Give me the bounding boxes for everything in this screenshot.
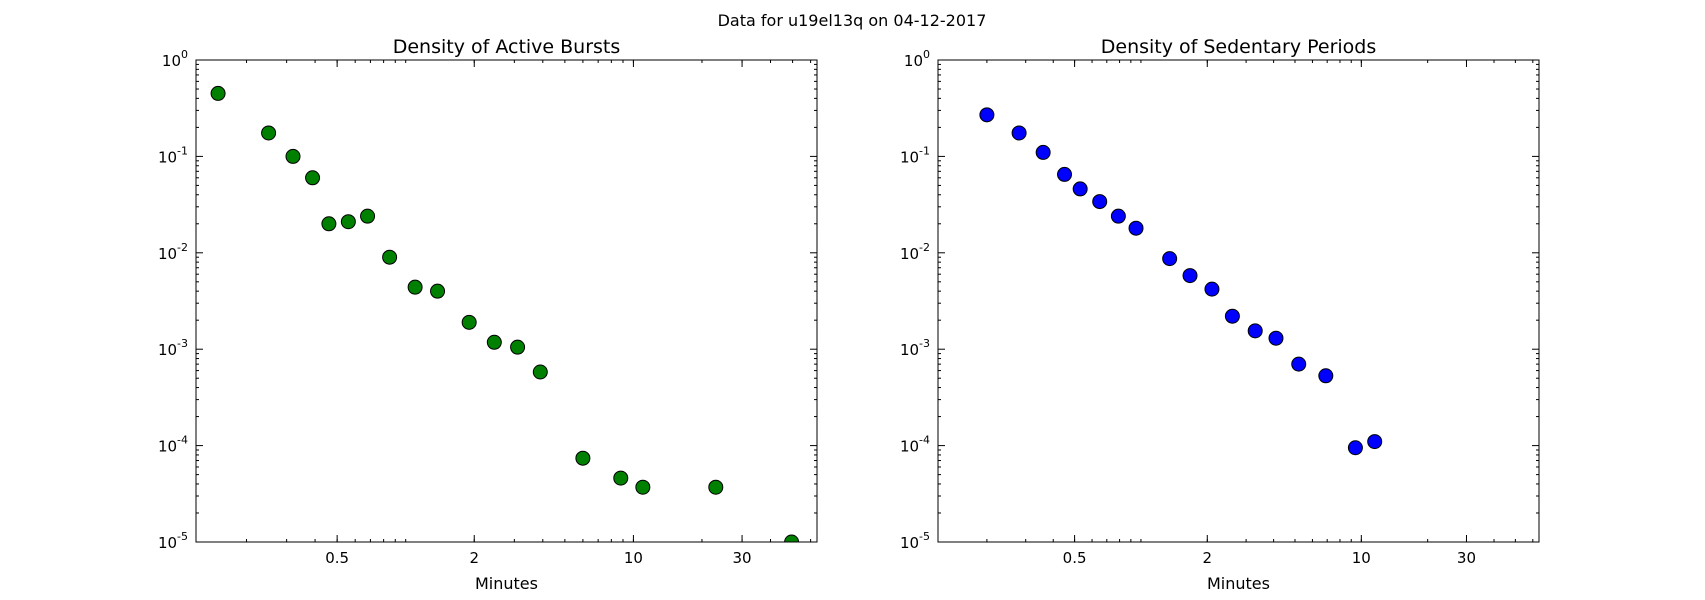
active-point (321, 216, 337, 232)
sedentary-point (1224, 308, 1240, 324)
active-point (613, 470, 629, 486)
sedentary-ytick-label: 10-4 (900, 434, 930, 456)
active-ytick-label: 10-2 (158, 241, 188, 263)
sedentary-point (1247, 323, 1263, 339)
figure-title: Data for u19el13q on 04-12-2017 (718, 11, 987, 30)
active-point (510, 339, 526, 355)
active-bursts-panel: Density of Active Bursts 0.5 2 10 30 100 10-1 1… (158, 36, 818, 593)
sedentary-ytick-label: 10-2 (900, 241, 930, 263)
active-point (360, 208, 376, 224)
sedentary-ytick-label: 10-1 (900, 144, 930, 166)
sedentary-ytick-label: 10-5 (900, 530, 930, 552)
active-point (407, 279, 423, 295)
active-point (635, 479, 651, 495)
active-point (461, 314, 477, 330)
active-point (708, 479, 724, 495)
active-ytick-label: 10-4 (158, 434, 188, 456)
active-xlabel: Minutes (475, 574, 538, 593)
active-point (305, 170, 321, 186)
sedentary-point (1057, 166, 1073, 182)
sedentary-xtick-label: 10 (1352, 549, 1371, 567)
sedentary-point (1162, 251, 1178, 267)
sedentary-point (1318, 368, 1334, 384)
active-point (532, 364, 548, 380)
sedentary-point (1035, 144, 1051, 160)
active-point (575, 450, 591, 466)
sedentary-point (1347, 440, 1363, 456)
sedentary-point (1011, 125, 1027, 141)
active-points (210, 85, 800, 542)
active-axes-frame (195, 59, 818, 543)
active-xtick-label: 30 (733, 549, 752, 567)
sedentary-title: Density of Sedentary Periods (1101, 36, 1377, 58)
active-ytick-label: 10-3 (158, 337, 188, 359)
sedentary-axes-frame (937, 59, 1540, 543)
active-xtick-label: 2 (469, 549, 479, 567)
sedentary-ytick-label: 100 (904, 48, 930, 70)
active-point (382, 249, 398, 265)
active-ytick-label: 10-5 (158, 530, 188, 552)
active-ytick-label: 100 (162, 48, 188, 70)
sedentary-ytick-label: 10-3 (900, 337, 930, 359)
active-xtick-label: 0.5 (325, 549, 349, 567)
sedentary-point (1182, 268, 1198, 284)
active-point (285, 148, 301, 164)
active-minor-ticks (246, 60, 812, 542)
sedentary-point (1268, 330, 1284, 346)
sedentary-points (979, 107, 1383, 456)
sedentary-periods-panel: Density of Sedentary Periods 0.5 2 10 30 100 1… (900, 36, 1540, 593)
active-point (340, 214, 356, 230)
sedentary-point (1092, 194, 1108, 210)
sedentary-point (1367, 434, 1383, 450)
sedentary-xtick-label: 2 (1203, 549, 1213, 567)
active-point (210, 85, 226, 101)
sedentary-xtick-label: 30 (1457, 549, 1476, 567)
active-point (261, 125, 277, 141)
sedentary-point (1291, 356, 1307, 372)
sedentary-point (979, 107, 995, 123)
active-xtick-label: 10 (624, 549, 643, 567)
sedentary-minor-ticks (986, 60, 1534, 542)
active-title: Density of Active Bursts (393, 36, 621, 58)
sedentary-point (1128, 220, 1144, 236)
active-point (430, 283, 446, 299)
active-ytick-label: 10-1 (158, 144, 188, 166)
sedentary-xtick-label: 0.5 (1063, 549, 1087, 567)
sedentary-point (1204, 281, 1220, 297)
active-point (784, 534, 800, 542)
sedentary-point (1110, 208, 1126, 224)
sedentary-point (1072, 181, 1088, 197)
sedentary-xlabel: Minutes (1207, 574, 1270, 593)
active-point (486, 334, 502, 350)
